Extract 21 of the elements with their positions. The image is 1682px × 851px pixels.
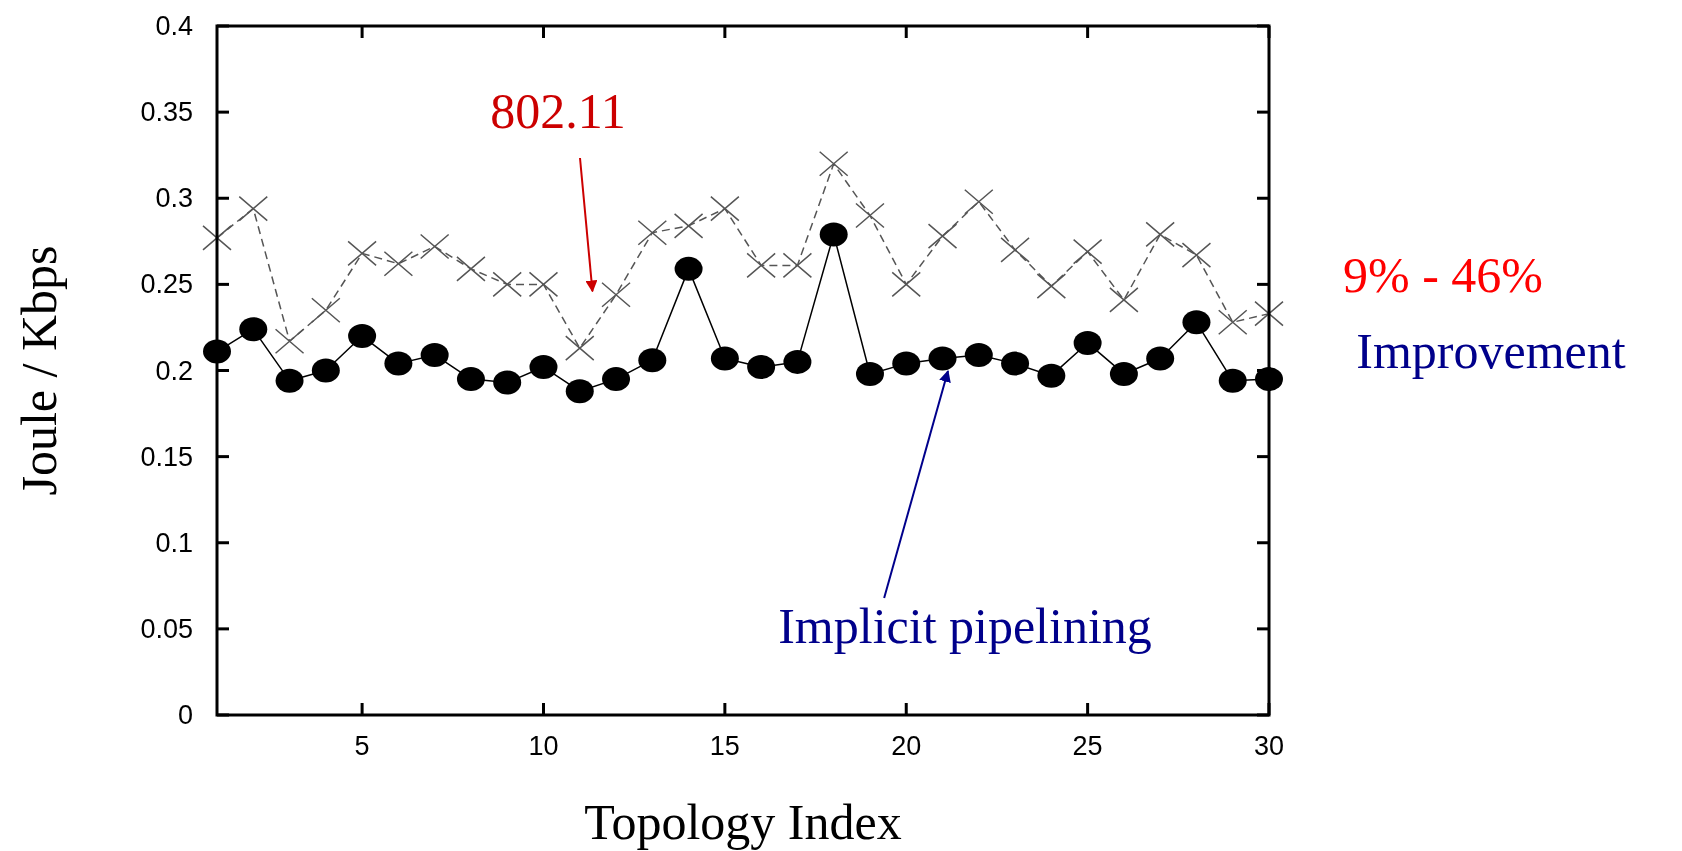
y-tick-label: 0 <box>177 700 193 730</box>
x-tick-label: 5 <box>354 731 370 761</box>
y-tick-label: 0.05 <box>140 613 193 644</box>
x-tick-label: 15 <box>709 731 740 761</box>
y-tick-label: 0.1 <box>155 527 193 558</box>
y-tick-label: 0.3 <box>155 183 193 214</box>
x-tick-label: 30 <box>1253 731 1285 761</box>
y-tick-label: 0.2 <box>155 355 193 386</box>
x-tick-label: 10 <box>528 731 559 761</box>
text: Improvement <box>1356 323 1626 379</box>
x-axis-title: Topology Index <box>584 794 902 850</box>
y-tick-label: 0.15 <box>140 441 193 472</box>
x-tick-label: 25 <box>1072 731 1103 761</box>
y-tick-label: 0.4 <box>155 11 193 41</box>
annotation: 802.11 <box>490 83 626 139</box>
y-axis-title: Joule / Kbps <box>11 245 67 496</box>
x-tick-label: 20 <box>891 731 922 761</box>
y-tick-label: 0.35 <box>140 97 193 128</box>
y-tick-label: 0.25 <box>140 269 193 300</box>
text: 9% - 46% <box>1343 247 1543 303</box>
annotation: Implicit pipelining <box>778 598 1152 654</box>
